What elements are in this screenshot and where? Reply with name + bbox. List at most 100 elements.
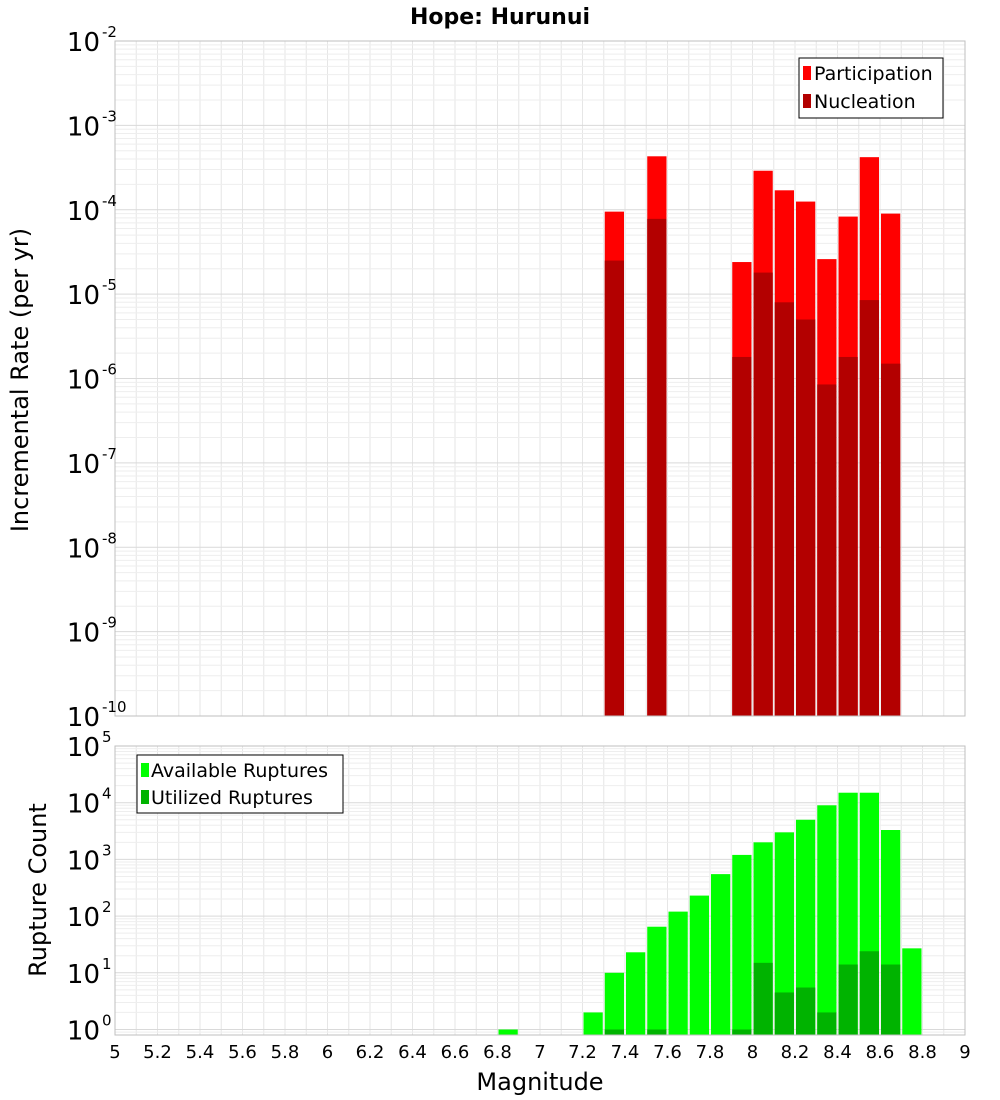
top-y-tick-exponent: -5 xyxy=(102,276,117,294)
bottom-y-axis-label: Rupture Count xyxy=(24,803,52,977)
top-legend-box xyxy=(798,57,944,119)
top-y-tick-label: 10 xyxy=(67,281,100,311)
bottom-y-tick-exponent: 4 xyxy=(102,785,112,803)
top-bar-nucleation xyxy=(881,363,901,716)
top-bars xyxy=(604,156,901,717)
bottom-y-tick-exponent: 3 xyxy=(102,841,112,859)
top-y-tick-exponent: -9 xyxy=(102,614,117,632)
top-y-tick-exponent: -4 xyxy=(102,192,117,210)
top-y-tick-label: 10 xyxy=(67,197,100,227)
top-y-tick-label: 10 xyxy=(67,534,100,564)
x-tick-label: 6 xyxy=(322,1042,333,1063)
x-tick-labels: 5 5.2 5.4 5.6 5.8 6 6.2 6.4 6.6 6.8 7 7.2 7.4 7.6 7.8 8… xyxy=(109,1042,970,1063)
x-tick-label: 5.2 xyxy=(143,1042,172,1063)
bottom-bar-utilized-ruptures xyxy=(817,1012,837,1035)
bottom-bar-available-ruptures xyxy=(668,911,688,1035)
bottom-y-tick-exponent: 5 xyxy=(102,728,112,746)
top-y-tick-exponent: -7 xyxy=(102,445,117,463)
bottom-y-tick-label: 10 xyxy=(67,733,100,763)
top-bar-nucleation xyxy=(774,302,794,716)
legend-swatch-nucleation xyxy=(803,94,811,108)
legend-label-participation: Participation xyxy=(814,63,933,85)
x-tick-label: 5 xyxy=(109,1042,120,1063)
top-bar-nucleation xyxy=(859,300,879,716)
x-tick-label: 8.6 xyxy=(866,1042,895,1063)
bottom-bar-available-ruptures xyxy=(583,1012,603,1035)
bottom-y-tick-exponent: 0 xyxy=(102,1012,112,1030)
x-tick-label: 7 xyxy=(534,1042,545,1063)
top-bar-nucleation xyxy=(647,218,667,716)
top-y-tick-label: 10 xyxy=(67,112,100,142)
bottom-bar-available-ruptures xyxy=(498,1029,518,1035)
bottom-y-tick-label: 10 xyxy=(67,846,100,876)
top-y-tick-exponent: -3 xyxy=(102,107,117,125)
top-y-axis-label: Incremental Rate (per yr) xyxy=(6,228,34,532)
x-tick-label: 5.4 xyxy=(186,1042,215,1063)
x-tick-label: 6.4 xyxy=(398,1042,427,1063)
bottom-legend: Available Ruptures Utilized Ruptures xyxy=(136,754,344,814)
bottom-bar-utilized-ruptures xyxy=(838,964,858,1035)
bottom-bar-available-ruptures xyxy=(647,926,667,1035)
legend-swatch-participation xyxy=(803,66,811,80)
bottom-bar-utilized-ruptures xyxy=(604,1029,624,1035)
top-y-tick-exponent: -10 xyxy=(102,698,127,716)
bottom-bar-available-ruptures xyxy=(774,832,794,1035)
top-bar-nucleation xyxy=(732,356,752,716)
top-y-tick-exponent: -2 xyxy=(102,23,117,41)
bottom-bar-utilized-ruptures xyxy=(859,951,879,1035)
bottom-bar-utilized-ruptures xyxy=(753,962,773,1035)
top-y-tick-exponent: -8 xyxy=(102,529,117,547)
x-tick-label: 7.2 xyxy=(568,1042,597,1063)
bottom-bar-available-ruptures xyxy=(796,819,816,1035)
top-bar-nucleation xyxy=(838,356,858,716)
legend-swatch-available xyxy=(141,763,149,777)
x-tick-label: 5.8 xyxy=(271,1042,300,1063)
top-bar-nucleation xyxy=(796,319,816,716)
bottom-bar-available-ruptures xyxy=(626,952,646,1035)
top-bar-nucleation xyxy=(753,272,773,716)
top-y-tick-label: 10 xyxy=(67,450,100,480)
bottom-bar-available-ruptures xyxy=(732,854,752,1035)
x-tick-label: 8.4 xyxy=(823,1042,852,1063)
x-tick-label: 7.8 xyxy=(696,1042,725,1063)
top-y-tick-exponent: -6 xyxy=(102,361,117,379)
top-legend: Participation Nucleation xyxy=(798,57,944,119)
top-y-tick-label: 10 xyxy=(67,366,100,396)
bottom-bar-available-ruptures xyxy=(689,895,709,1035)
top-y-tick-label: 10 xyxy=(67,619,100,649)
top-grid xyxy=(114,40,966,717)
bottom-bars xyxy=(498,792,922,1035)
bottom-plot-frame xyxy=(114,745,966,1036)
x-tick-label: 5.6 xyxy=(228,1042,257,1063)
bottom-bar-available-ruptures xyxy=(711,874,731,1035)
bottom-bar-utilized-ruptures xyxy=(774,992,794,1035)
x-tick-label: 6.2 xyxy=(356,1042,385,1063)
legend-label-utilized: Utilized Ruptures xyxy=(151,787,313,809)
top-y-tick-label: 10 xyxy=(67,703,100,733)
x-tick-label: 8.8 xyxy=(908,1042,937,1063)
bottom-y-tick-label: 10 xyxy=(67,1017,100,1047)
top-y-tick-label: 10 xyxy=(67,28,100,58)
top-bar-nucleation xyxy=(604,260,624,716)
x-tick-label: 8.2 xyxy=(781,1042,810,1063)
legend-label-available: Available Ruptures xyxy=(151,760,328,782)
bottom-bar-available-ruptures xyxy=(902,948,922,1035)
x-tick-label: 8 xyxy=(747,1042,758,1063)
bottom-legend-box xyxy=(136,754,344,814)
bottom-y-tick-label: 10 xyxy=(67,903,100,933)
x-tick-label: 9 xyxy=(959,1042,970,1063)
x-tick-label: 7.4 xyxy=(611,1042,640,1063)
bottom-bar-utilized-ruptures xyxy=(647,1029,667,1035)
x-tick-label: 6.8 xyxy=(483,1042,512,1063)
bottom-bar-utilized-ruptures xyxy=(881,964,901,1035)
bottom-y-tick-exponent: 2 xyxy=(102,898,112,916)
bottom-bar-available-ruptures xyxy=(817,805,837,1035)
x-tick-label: 7.6 xyxy=(653,1042,682,1063)
bottom-bar-available-ruptures xyxy=(604,972,624,1035)
top-bar-nucleation xyxy=(817,384,837,716)
top-plot-frame xyxy=(114,40,966,717)
x-axis-label: Magnitude xyxy=(476,1068,603,1096)
bottom-y-tick-exponent: 1 xyxy=(102,955,112,973)
